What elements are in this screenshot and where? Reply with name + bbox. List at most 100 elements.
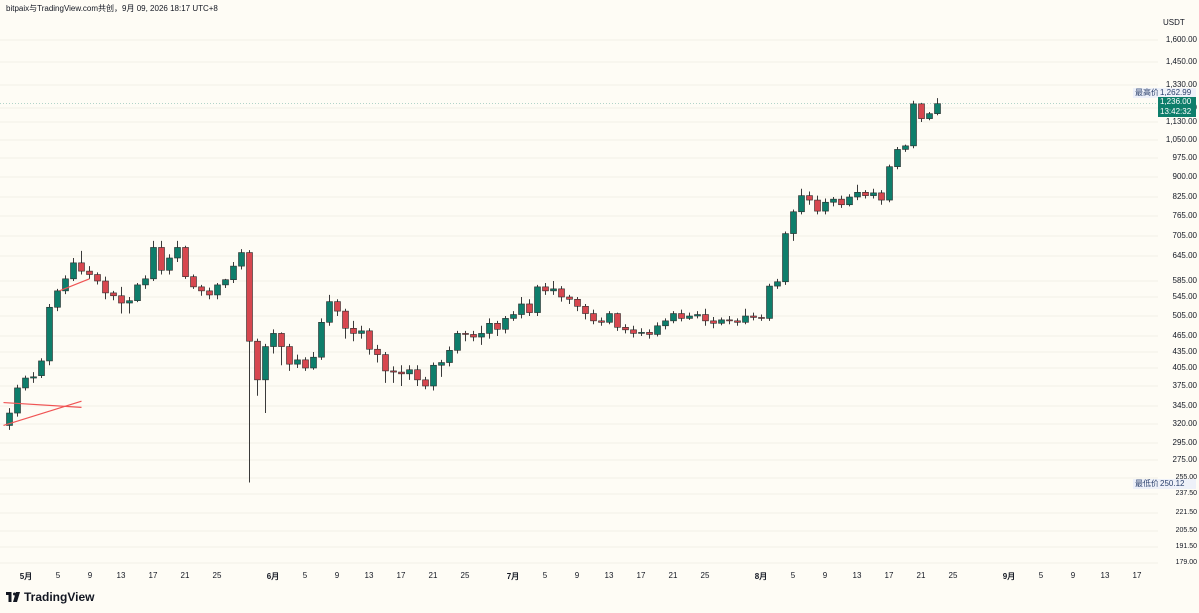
candle-down — [342, 310, 349, 329]
candle-down — [734, 320, 741, 323]
price-tick-label: 375.00 — [1172, 381, 1197, 390]
candle-down — [158, 247, 165, 271]
candle-down — [726, 319, 733, 322]
candle-up — [446, 350, 453, 363]
price-axis[interactable]: USDT 1,600.001,450.001,330.001,215.001,1… — [1158, 0, 1199, 566]
high-price-value: 1,262.99 — [1158, 88, 1196, 98]
time-day-label: 5 — [1038, 571, 1044, 580]
candle-up — [6, 412, 13, 426]
candle-up — [310, 356, 317, 369]
candle-down — [878, 192, 885, 201]
candle-down — [862, 192, 869, 196]
candle-up — [38, 360, 45, 376]
time-day-label: 25 — [700, 571, 710, 580]
candle-up — [486, 323, 493, 334]
candle-down — [254, 340, 261, 381]
candle-up — [686, 315, 693, 319]
candle-down — [614, 313, 621, 328]
candle-down — [390, 370, 397, 373]
price-tick-label: 255.00 — [1175, 474, 1197, 481]
candle-down — [278, 333, 285, 347]
candle-down — [470, 334, 477, 338]
candle-up — [126, 300, 133, 304]
time-month-label: 6月 — [266, 572, 280, 581]
time-day-label: 5 — [55, 571, 61, 580]
candle-down — [422, 379, 429, 387]
tradingview-footer[interactable]: TradingView — [6, 590, 94, 604]
candle-down — [806, 195, 813, 201]
candle-up — [142, 278, 149, 286]
candle-down — [198, 286, 205, 292]
time-day-label: 13 — [364, 571, 374, 580]
price-tick-label: 705.00 — [1172, 231, 1197, 240]
candle-up — [638, 332, 645, 334]
time-day-label: 5 — [790, 571, 796, 580]
candle-up — [62, 278, 69, 292]
candle-down — [574, 298, 581, 307]
price-tick-label: 295.00 — [1172, 438, 1197, 447]
candle-up — [430, 364, 437, 387]
time-month-label: 8月 — [754, 572, 768, 581]
time-day-label: 9 — [574, 571, 580, 580]
price-tick-label: 205.50 — [1175, 527, 1197, 534]
candle-down — [526, 303, 533, 313]
candle-down — [630, 329, 637, 334]
candle-up — [270, 333, 277, 347]
price-tick-label: 645.00 — [1172, 251, 1197, 260]
candle-up — [406, 369, 413, 375]
candle-up — [846, 196, 853, 206]
price-tick-label: 585.00 — [1172, 276, 1197, 285]
candlestick-plot[interactable] — [0, 0, 1158, 566]
price-tick-label: 900.00 — [1172, 172, 1197, 181]
candle-up — [766, 285, 773, 319]
time-day-label: 13 — [1100, 571, 1110, 580]
footer-brand: TradingView — [24, 590, 95, 604]
time-day-label: 17 — [884, 571, 894, 580]
time-day-label: 21 — [916, 571, 926, 580]
candle-down — [94, 274, 101, 282]
candle-down — [246, 252, 253, 342]
candle-down — [582, 306, 589, 314]
candle-up — [830, 198, 837, 203]
price-tick-label: 825.00 — [1172, 192, 1197, 201]
candle-down — [398, 371, 405, 375]
candle-down — [678, 313, 685, 319]
time-day-label: 9 — [87, 571, 93, 580]
price-tick-label: 345.00 — [1172, 401, 1197, 410]
candle-up — [550, 288, 557, 292]
time-month-label: 5月 — [19, 572, 33, 581]
time-axis[interactable]: 5月 5 9 13 17 21 25 6月 5 9 13 17 21 25 7月 5 9 13 17 21 25 8月 5 9… — [0, 566, 1158, 586]
low-price-label: 最低价 — [1133, 479, 1161, 489]
price-tick-label: 191.50 — [1175, 543, 1197, 550]
candle-down — [366, 330, 373, 350]
candle-down — [190, 276, 197, 288]
time-day-label: 5 — [542, 571, 548, 580]
candle-up — [222, 279, 229, 286]
candle-up — [718, 319, 725, 324]
candle-up — [454, 333, 461, 351]
time-day-label: 13 — [852, 571, 862, 580]
price-tick-label: 179.00 — [1175, 559, 1197, 566]
candle-down — [302, 359, 309, 369]
time-day-label: 21 — [668, 571, 678, 580]
candle-up — [70, 262, 77, 280]
countdown-timer: 13:42:32 — [1160, 107, 1192, 116]
current-price-value: 1,236.00 — [1160, 97, 1192, 106]
candle-down — [622, 326, 629, 331]
time-day-label: 13 — [116, 571, 126, 580]
candle-up — [150, 247, 157, 280]
candle-up — [358, 330, 365, 334]
time-day-label: 17 — [148, 571, 158, 580]
candle-up — [510, 314, 517, 319]
candle-up — [318, 322, 325, 358]
price-tick-label: 1,130.00 — [1165, 117, 1197, 126]
price-tick-label: 237.50 — [1175, 490, 1197, 497]
candle-down — [286, 346, 293, 365]
candle-up — [694, 314, 701, 317]
candle-up — [742, 315, 749, 323]
candle-down — [182, 247, 189, 277]
candle-down — [102, 280, 109, 294]
candle-up — [262, 346, 269, 381]
time-day-label: 9 — [822, 571, 828, 580]
candle-down — [814, 199, 821, 212]
